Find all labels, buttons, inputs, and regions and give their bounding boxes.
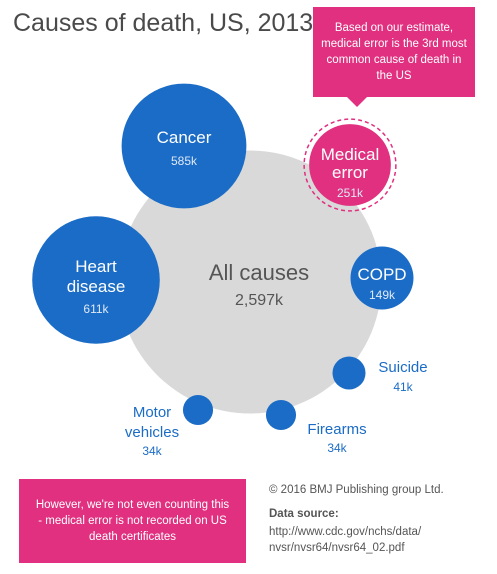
bubble-copd <box>350 246 414 310</box>
label-motor-vehicles-2: vehicles <box>125 424 179 441</box>
label-heart-disease-1: Heart <box>75 257 117 276</box>
value-firearms: 34k <box>327 441 347 455</box>
bubble-motor-vehicles <box>182 394 214 426</box>
bubble-medical-error <box>309 124 391 206</box>
value-medical-error: 251k <box>337 186 364 200</box>
label-copd: COPD <box>357 265 406 284</box>
label-motor-vehicles-1: Motor <box>133 404 171 421</box>
bubble-heart-disease <box>32 216 160 344</box>
value-motor-vehicles: 34k <box>142 444 162 458</box>
value-heart-disease: 611k <box>83 302 109 316</box>
value-all-causes: 2,597k <box>235 292 284 309</box>
label-cancer: Cancer <box>157 128 212 147</box>
bubble-all-causes <box>118 150 382 414</box>
callout-medical-error-rank: Based on our estimate, medical error is … <box>313 7 475 107</box>
value-cancer: 585k <box>171 154 198 168</box>
chart-title: Causes of death, US, 2013 <box>13 9 314 37</box>
bubble-cancer <box>121 83 247 209</box>
bubble-firearms <box>265 399 297 431</box>
callout-not-counted: However, we're not even counting this - … <box>19 479 246 563</box>
label-heart-disease-2: disease <box>67 277 126 296</box>
bubble-medical-error-ring <box>303 118 397 212</box>
data-source-url: http://www.cdc.gov/nchs/data/ nvsr/nvsr6… <box>269 526 422 554</box>
data-source-label: Data source: <box>269 508 339 520</box>
label-firearms: Firearms <box>307 421 366 438</box>
value-suicide: 41k <box>393 380 413 394</box>
callout-not-counted-text: However, we're not even counting this - … <box>35 499 230 543</box>
value-copd: 149k <box>369 288 396 302</box>
label-medical-error-2: error <box>332 163 368 182</box>
copyright-text: © 2016 BMJ Publishing group Ltd. <box>269 484 444 496</box>
label-medical-error-1: Medical <box>321 145 380 164</box>
label-all-causes: All causes <box>209 260 309 285</box>
callout-medical-error-rank-text: Based on our estimate, medical error is … <box>321 22 467 82</box>
label-suicide: Suicide <box>378 359 427 376</box>
bubble-suicide <box>332 356 366 390</box>
